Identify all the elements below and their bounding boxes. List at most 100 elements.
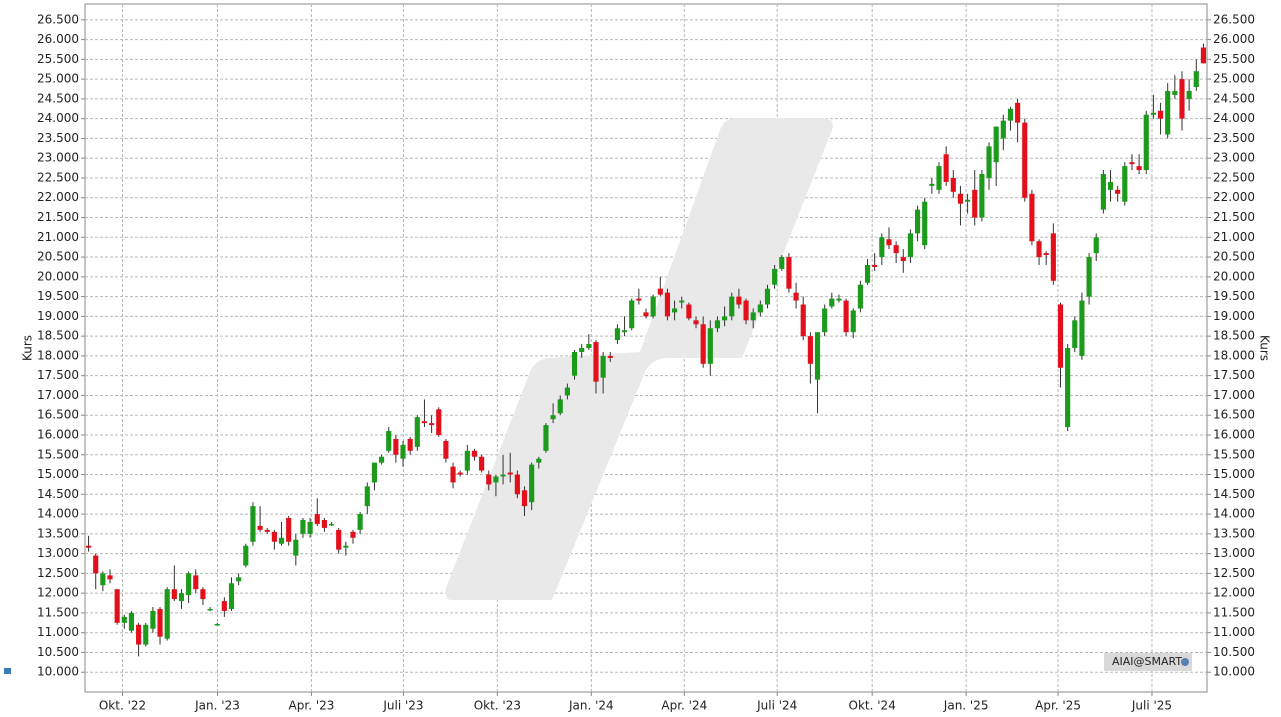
y-tick-label: 23.500	[37, 131, 79, 145]
candle-body	[1065, 348, 1071, 428]
candle-body	[414, 417, 420, 447]
candle-body	[243, 545, 249, 566]
candle-body	[814, 332, 821, 380]
y-tick-label: 10.500	[37, 645, 79, 659]
candle-body	[736, 296, 742, 305]
candle-body	[943, 154, 949, 182]
candle-body	[1129, 162, 1135, 165]
candle-body	[807, 336, 813, 364]
candle-body	[536, 458, 542, 463]
y2-tick-label: 18.500	[1213, 329, 1255, 343]
candle-body	[1136, 166, 1142, 171]
candle-body	[621, 330, 628, 333]
candle-body	[700, 324, 706, 364]
candle-body	[443, 440, 449, 459]
x-tick-label: Jan. '24	[568, 699, 614, 713]
y2-tick-label: 17.000	[1213, 388, 1255, 402]
candle-body	[664, 292, 671, 317]
candle-body	[1193, 71, 1199, 88]
candle-body	[564, 387, 570, 396]
candle-body	[143, 624, 149, 645]
candle-body	[750, 312, 756, 321]
candle-body	[965, 199, 971, 202]
y2-tick-label: 26.000	[1213, 32, 1255, 46]
y-tick-label: 20.500	[37, 250, 79, 264]
candle-body	[879, 237, 885, 258]
candle-body	[772, 268, 778, 285]
x-tick-label: Okt. '23	[474, 699, 521, 713]
candle-body	[407, 438, 413, 451]
candle-body	[336, 529, 342, 550]
y-tick-label: 26.000	[37, 32, 79, 46]
candle-body	[193, 575, 199, 590]
candle-body	[1122, 166, 1128, 202]
candle-body	[521, 490, 528, 507]
candle-body	[657, 288, 663, 295]
x-tick-label: Okt. '24	[849, 699, 896, 713]
candle-body	[286, 518, 292, 542]
candle-body	[1022, 122, 1028, 198]
candle-body	[486, 474, 492, 485]
y-tick-label: 21.500	[37, 210, 79, 224]
y-tick-label: 12.500	[37, 566, 79, 580]
y2-tick-label: 16.500	[1213, 408, 1255, 422]
x-tick-label: Jan. '25	[943, 699, 989, 713]
candle-body	[1057, 304, 1064, 368]
y-tick-label: 24.000	[37, 111, 79, 125]
candle-body	[593, 342, 599, 382]
y2-tick-label: 12.500	[1213, 566, 1255, 580]
candle-body	[829, 298, 835, 307]
y2-tick-label: 13.000	[1213, 546, 1255, 560]
y-tick-label: 16.000	[37, 427, 79, 441]
y2-tick-label: 15.500	[1213, 447, 1255, 461]
candle-body	[707, 328, 713, 364]
candle-body	[579, 348, 585, 352]
y2-tick-label: 19.000	[1213, 309, 1255, 323]
y-tick-label: 26.500	[37, 12, 79, 26]
candle-body	[557, 399, 563, 414]
candle-body	[1079, 300, 1085, 356]
candle-body	[157, 608, 163, 637]
candle-body	[271, 531, 277, 542]
candle-body	[950, 177, 956, 192]
candle-body	[357, 514, 363, 530]
candle-body	[914, 209, 921, 234]
candle-body	[1186, 90, 1192, 99]
x-tick-label: Juli '23	[382, 699, 423, 713]
y-tick-label: 23.000	[37, 151, 79, 165]
candle-body	[107, 575, 113, 580]
globe-icon	[1181, 658, 1189, 666]
candle-body	[307, 521, 313, 534]
candle-body	[857, 284, 863, 309]
candle-body	[500, 474, 506, 477]
candle-body	[550, 415, 556, 420]
candle-body	[1029, 193, 1035, 242]
y2-tick-label: 24.000	[1213, 111, 1255, 125]
y-tick-label: 20.000	[37, 269, 79, 283]
candle-body	[743, 300, 749, 321]
candle-body	[136, 624, 142, 645]
candle-body	[479, 456, 485, 471]
candle-body	[386, 431, 392, 451]
y2-axis-label: Kurs	[1258, 335, 1272, 361]
candle-body	[514, 474, 520, 495]
y2-tick-label: 14.000	[1213, 507, 1255, 521]
candle-body	[1107, 181, 1114, 190]
y2-tick-label: 13.500	[1213, 526, 1255, 540]
candle-body	[1000, 120, 1006, 139]
candle-body	[221, 601, 227, 611]
candle-body	[471, 450, 478, 457]
candle-body	[1015, 102, 1021, 123]
candle-body	[907, 233, 913, 258]
candle-body	[636, 298, 642, 301]
candle-body	[300, 520, 306, 534]
candle-body	[850, 310, 856, 333]
watermark	[445, 118, 833, 600]
y-tick-label: 21.000	[37, 230, 79, 244]
candle-body	[929, 183, 935, 186]
candle-body	[693, 320, 699, 325]
candle-body	[872, 264, 878, 267]
candle-body	[400, 444, 406, 459]
candle-body	[1007, 108, 1014, 121]
y2-tick-label: 20.500	[1213, 250, 1255, 264]
